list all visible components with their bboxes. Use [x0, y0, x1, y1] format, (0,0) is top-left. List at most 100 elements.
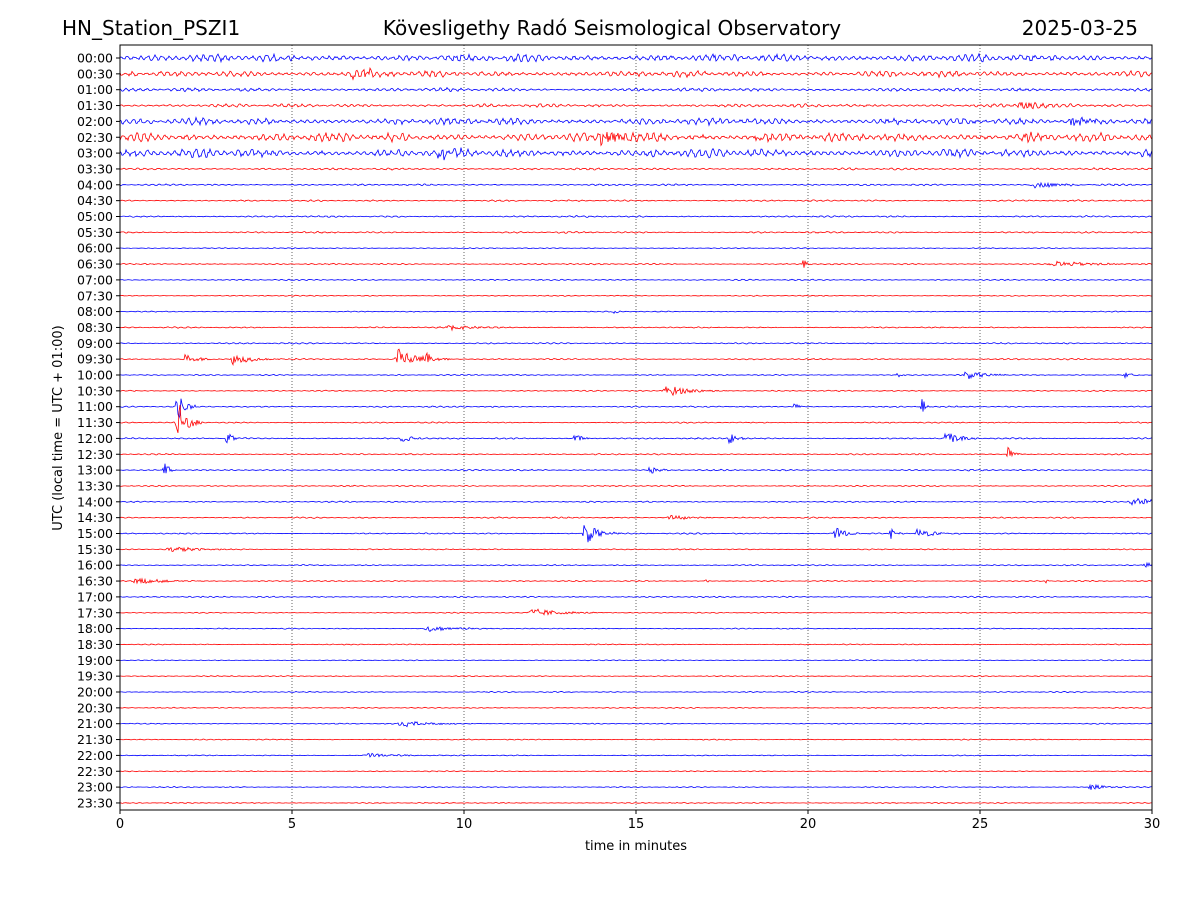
trace-0200 [119, 116, 1153, 127]
y-tick-label: 22:00 [77, 748, 113, 763]
y-tick-label: 03:30 [77, 161, 113, 176]
trace-0700 [119, 278, 1153, 282]
x-tick-label: 25 [972, 817, 989, 832]
trace-1630 [119, 577, 1153, 585]
y-tick-label: 20:00 [77, 685, 113, 700]
y-tick-label: 14:30 [77, 510, 113, 525]
trace-2100 [119, 720, 1153, 728]
y-tick-label: 04:00 [77, 177, 113, 192]
y-tick-label: 16:30 [77, 574, 113, 589]
y-tick-label: 21:30 [77, 732, 113, 747]
y-tick-label: 12:30 [77, 447, 113, 462]
y-tick-label: 19:00 [77, 653, 113, 668]
y-tick-label: 11:00 [77, 399, 113, 414]
trace-1000 [119, 371, 1153, 380]
trace-1030 [119, 386, 1153, 397]
y-tick-label: 23:00 [77, 780, 113, 795]
trace-0630 [119, 260, 1153, 268]
trace-1600 [119, 561, 1153, 568]
trace-2000 [119, 690, 1153, 693]
y-tick-label: 05:30 [77, 225, 113, 240]
trace-0000 [119, 52, 1153, 64]
trace-0730 [119, 294, 1153, 297]
y-tick-label: 14:00 [77, 494, 113, 509]
chart-title: Kövesligethy Radó Seismological Observat… [382, 16, 842, 40]
y-tick-label: 06:00 [77, 241, 113, 256]
y-tick-label: 17:30 [77, 605, 113, 620]
trace-2200 [119, 752, 1153, 758]
trace-1230 [119, 446, 1153, 458]
trace-1730 [119, 608, 1153, 616]
y-tick-label: 12:00 [77, 431, 113, 446]
y-tick-label: 09:00 [77, 336, 113, 351]
trace-1500 [119, 525, 1153, 543]
trace-0030 [119, 67, 1153, 81]
trace-2300 [119, 783, 1153, 790]
x-tick-label: 15 [628, 817, 645, 832]
trace-0300 [119, 147, 1153, 161]
y-axis-label: UTC (local time = UTC + 01:00) [51, 325, 66, 530]
trace-2030 [119, 706, 1153, 709]
grid-lines [291, 45, 981, 810]
y-tick-label: 11:30 [77, 415, 113, 430]
trace-0330 [119, 167, 1153, 171]
trace-1430 [119, 514, 1153, 521]
y-tick-label: 09:30 [77, 352, 113, 367]
x-axis-ticks: 0 5 10 15 20 25 30 [116, 810, 1160, 832]
trace-1300 [119, 463, 1153, 474]
trace-0230 [119, 131, 1153, 147]
y-tick-label: 15:00 [77, 526, 113, 541]
y-tick-label: 02:00 [77, 114, 113, 129]
trace-2130 [119, 738, 1153, 741]
trace-0500 [119, 215, 1153, 218]
trace-0930 [119, 348, 1152, 367]
y-tick-label: 07:00 [77, 272, 113, 287]
y-tick-label: 05:00 [77, 209, 113, 224]
trace-0830 [119, 324, 1153, 332]
trace-1800 [119, 626, 1153, 633]
trace-2330 [119, 801, 1153, 804]
y-tick-label: 06:30 [77, 257, 113, 272]
y-tick-label: 01:30 [77, 98, 113, 113]
y-tick-label: 16:00 [77, 558, 113, 573]
y-tick-label: 00:00 [77, 51, 113, 66]
y-tick-label: 10:00 [77, 368, 113, 383]
y-tick-label: 00:30 [77, 66, 113, 81]
trace-1100 [119, 398, 1153, 420]
trace-0800 [119, 310, 1153, 314]
trace-1900 [119, 659, 1153, 662]
trace-0900 [119, 342, 1152, 345]
trace-1930 [119, 675, 1153, 678]
y-tick-label: 08:30 [77, 320, 113, 335]
trace-0130 [119, 101, 1153, 110]
y-tick-label: 07:30 [77, 288, 113, 303]
trace-0600 [119, 247, 1153, 250]
chart-date: 2025-03-25 [1021, 16, 1138, 40]
trace-1700 [119, 595, 1153, 599]
y-axis-ticks: 00:0000:3001:0001:3002:0002:3003:0003:30… [77, 51, 120, 810]
y-tick-label: 19:30 [77, 669, 113, 684]
y-tick-label: 18:00 [77, 621, 113, 636]
y-tick-label: 08:00 [77, 304, 113, 319]
y-tick-label: 10:30 [77, 383, 113, 398]
trace-0530 [119, 230, 1153, 234]
trace-0430 [119, 199, 1153, 203]
trace-1400 [119, 497, 1153, 506]
y-tick-label: 13:00 [77, 463, 113, 478]
y-tick-label: 13:30 [77, 478, 113, 493]
x-tick-label: 10 [456, 817, 473, 832]
x-tick-label: 30 [1144, 817, 1161, 832]
trace-1530 [119, 546, 1153, 553]
y-tick-label: 18:30 [77, 637, 113, 652]
trace-2230 [119, 770, 1153, 773]
x-tick-label: 5 [288, 817, 296, 832]
y-tick-label: 15:30 [77, 542, 113, 557]
trace-1200 [119, 432, 1153, 445]
y-tick-label: 20:30 [77, 700, 113, 715]
trace-1130 [119, 404, 1153, 433]
station-name: HN_Station_PSZI1 [62, 16, 241, 40]
y-tick-label: 02:30 [77, 130, 113, 145]
y-tick-label: 01:00 [77, 82, 113, 97]
y-tick-label: 03:00 [77, 146, 113, 161]
